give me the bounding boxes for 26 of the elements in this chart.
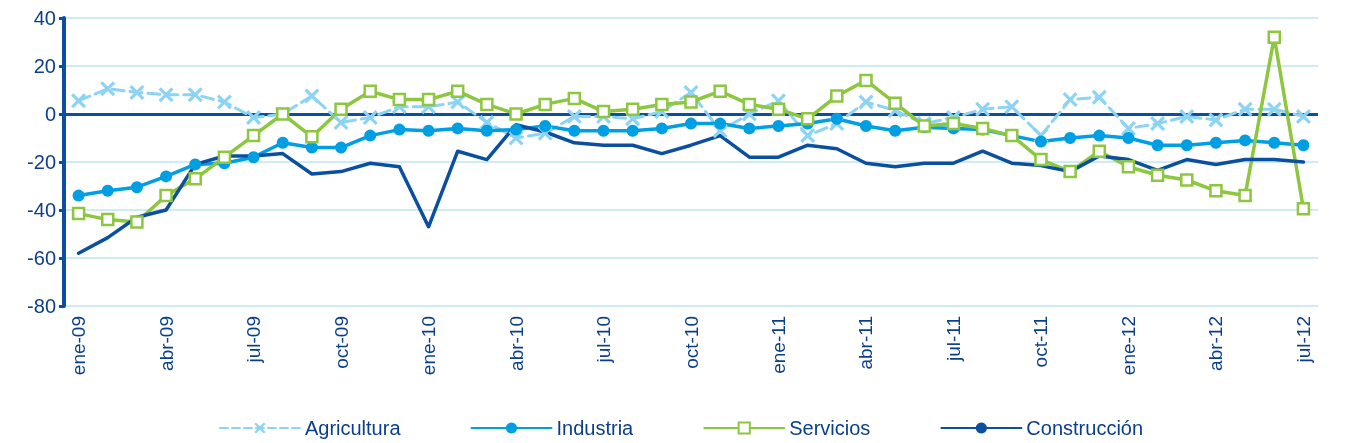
- x-tick-label: oct-09: [330, 316, 352, 369]
- x-tick-label: jul-09: [243, 316, 265, 364]
- x-tick-label: oct-10: [680, 316, 702, 369]
- legend-label: Agricultura: [304, 417, 402, 439]
- legend-label: Servicios: [789, 417, 871, 439]
- legend-label: Industria: [556, 417, 635, 439]
- x-tick-label: oct-11: [1030, 316, 1052, 368]
- y-tick-label: -60: [27, 247, 56, 269]
- x-tick-label: abr-11: [855, 316, 877, 370]
- x-tick-label: ene-12: [1117, 316, 1139, 376]
- x-tick-label: jul-10: [593, 316, 615, 364]
- y-tick-label: -20: [27, 151, 56, 173]
- x-tick-label: abr-10: [505, 316, 527, 371]
- x-tick-label: jul-11: [942, 316, 964, 363]
- x-tick-label: ene-09: [68, 316, 90, 376]
- x-tick-label: ene-10: [418, 316, 440, 376]
- y-tick-label: 40: [33, 7, 56, 29]
- x-tick-label: jul-12: [1292, 316, 1314, 364]
- y-tick-label: 20: [33, 55, 56, 77]
- legend-label: Construcción: [1026, 417, 1144, 439]
- x-tick-label: abr-09: [155, 316, 177, 371]
- y-tick-label: 0: [44, 103, 56, 125]
- x-tick-label: abr-12: [1205, 316, 1227, 371]
- y-tick-label: -80: [27, 295, 56, 317]
- x-tick-label: ene-11: [767, 316, 789, 374]
- y-tick-label: -40: [27, 199, 56, 221]
